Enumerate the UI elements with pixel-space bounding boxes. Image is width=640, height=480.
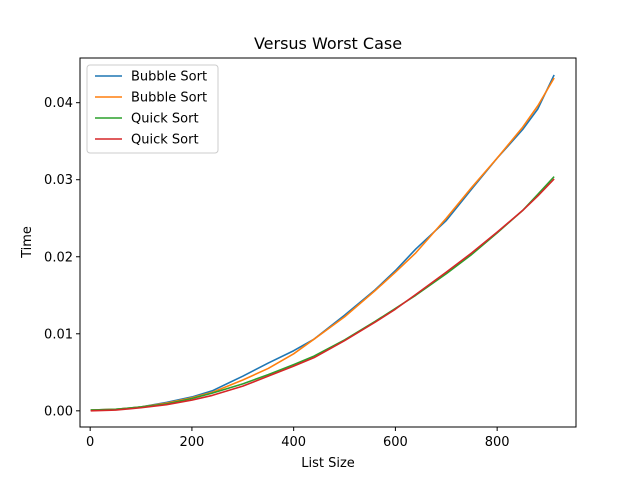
y-axis: 0.00 0.01 0.02 0.03 0.04	[44, 96, 80, 419]
legend-frame	[86, 64, 219, 154]
series-lines	[90, 74, 555, 412]
y-tick-label: 0.02	[44, 250, 73, 265]
y-tick-label: 0.03	[44, 173, 73, 188]
x-axis: 0 200 400 600 800	[86, 427, 510, 450]
legend-label-3: Quick Sort	[131, 112, 199, 127]
legend-label-2: Bubble Sort	[131, 91, 207, 106]
series-line-4	[90, 178, 555, 412]
y-tick-label: 0.04	[44, 96, 73, 111]
legend-label-1: Bubble Sort	[131, 70, 207, 85]
plot-frame	[79, 57, 577, 428]
y-tick-label: 0.01	[44, 327, 73, 342]
x-axis-label: List Size	[301, 456, 355, 471]
x-tick-label: 400	[281, 435, 306, 450]
x-tick-label: 800	[485, 435, 510, 450]
x-tick-label: 0	[86, 435, 94, 450]
legend-label-4: Quick Sort	[131, 133, 199, 148]
x-tick-label: 600	[383, 435, 408, 450]
legend: Bubble Sort Bubble Sort Quick Sort Quick So…	[86, 64, 219, 154]
y-axis-label: Time	[20, 226, 35, 259]
x-tick-label: 200	[180, 435, 205, 450]
y-tick-label: 0.00	[44, 404, 73, 419]
legend-items: Bubble Sort Bubble Sort Quick Sort Quick So…	[95, 70, 207, 148]
chart-title: Versus Worst Case	[254, 34, 402, 53]
